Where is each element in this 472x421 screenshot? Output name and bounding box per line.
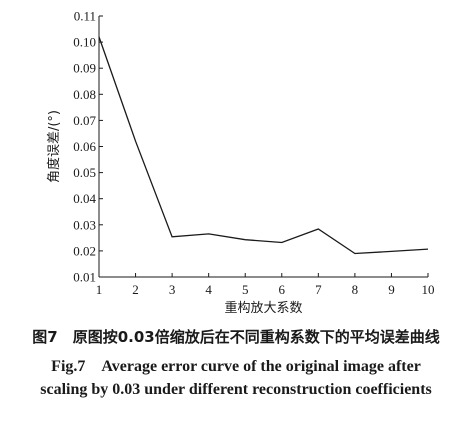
x-axis-title: 重构放大系数 — [224, 300, 302, 316]
x-tick-label: 10 — [422, 282, 435, 297]
x-tick-label: 1 — [96, 282, 103, 297]
y-tick-label: 0.05 — [73, 165, 96, 180]
x-tick-label: 9 — [388, 282, 395, 297]
y-tick-label: 0.07 — [73, 113, 96, 128]
error-curve-chart: 0.01 0.02 0.03 0.04 0.05 0.06 0.07 0.08 0.09 0.10… — [46, 9, 435, 317]
y-tick-label: 0.11 — [74, 9, 96, 24]
y-tick-label: 0.02 — [73, 243, 96, 258]
x-tick-label: 3 — [169, 282, 176, 297]
x-tick-label: 7 — [315, 282, 322, 297]
y-tick-label: 0.04 — [73, 191, 96, 206]
x-tick-label: 2 — [132, 282, 139, 297]
y-tick-label: 0.03 — [73, 217, 96, 232]
y-tick-label: 0.10 — [73, 35, 96, 50]
x-axis-ticks: 1 2 3 4 5 6 7 8 9 10 — [96, 273, 435, 297]
y-tick-label: 0.06 — [73, 139, 96, 154]
y-tick-label: 0.01 — [73, 270, 96, 285]
y-tick-label: 0.08 — [73, 87, 96, 102]
average-error-series-line — [98, 36, 429, 255]
y-axis-ticks: 0.01 0.02 0.03 0.04 0.05 0.06 0.07 0.08 0.09 0.10… — [73, 9, 103, 285]
y-axis-title: 角度误差/(°) — [46, 110, 62, 183]
figure-caption-english-line1: Fig.7 Average error curve of the origina… — [51, 358, 421, 375]
y-tick-label: 0.09 — [73, 61, 96, 76]
x-tick-label: 8 — [352, 282, 359, 297]
x-tick-label: 4 — [205, 282, 212, 297]
figure-caption-chinese: 图7 原图按0.03倍缩放后在不同重构系数下的平均误差曲线 — [32, 328, 440, 346]
x-tick-label: 5 — [242, 282, 249, 297]
x-tick-label: 6 — [279, 282, 286, 297]
figure-caption-english-line2: scaling by 0.03 under different reconstr… — [40, 381, 432, 398]
